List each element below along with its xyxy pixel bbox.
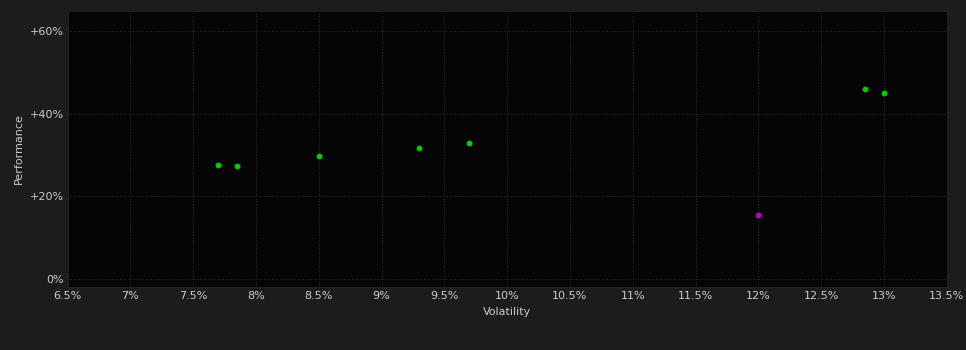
Point xyxy=(311,153,327,159)
Point xyxy=(751,212,766,218)
Point xyxy=(858,86,873,92)
Y-axis label: Performance: Performance xyxy=(14,113,24,184)
Point xyxy=(211,162,226,168)
Point xyxy=(230,164,245,169)
X-axis label: Volatility: Volatility xyxy=(483,307,531,317)
Point xyxy=(412,145,427,150)
Point xyxy=(462,141,477,146)
Point xyxy=(876,90,892,96)
